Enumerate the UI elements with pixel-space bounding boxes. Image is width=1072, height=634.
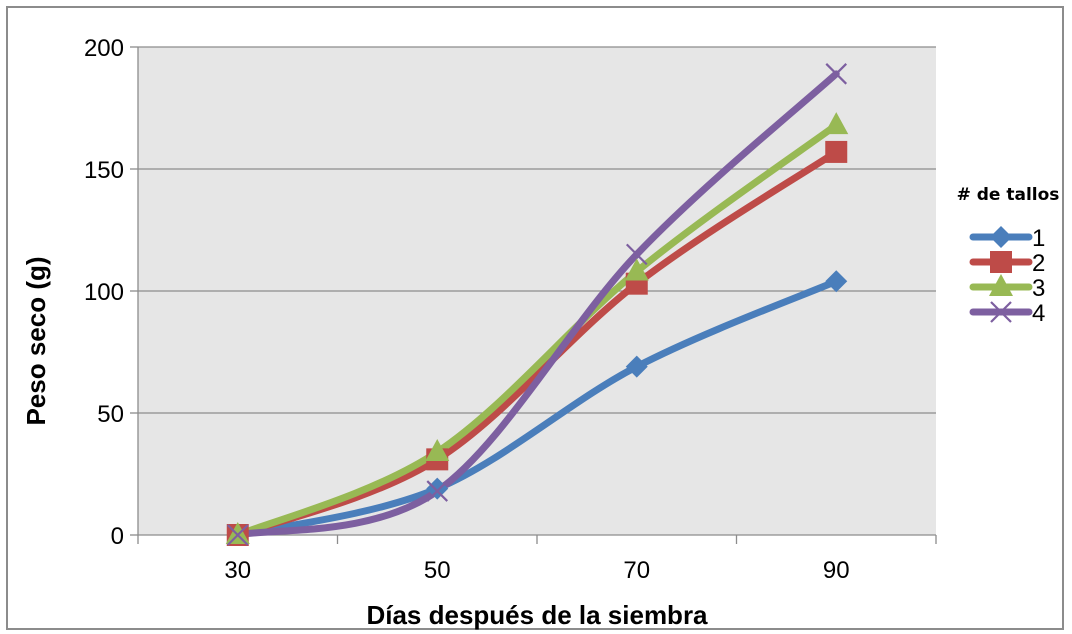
tick-labels: 0 50 100 150 200 30 50 70 90 (84, 35, 850, 584)
x-tick-label: 30 (224, 557, 251, 584)
data-point-series-3 (824, 112, 849, 135)
x-axis-title: Días después de la siembra (366, 600, 708, 630)
data-point-series-4 (625, 243, 648, 266)
legend-label-2: 2 (1032, 250, 1045, 277)
data-point-series-4 (226, 524, 249, 546)
legend-label-3: 3 (1032, 275, 1045, 302)
series-lines (234, 70, 840, 539)
legend-label-4: 4 (1032, 300, 1045, 327)
y-tick-label: 50 (97, 401, 124, 428)
y-tick-label: 100 (84, 279, 124, 306)
x-tick-label: 90 (823, 557, 850, 584)
data-point-series-3 (624, 258, 649, 281)
data-point-series-4 (426, 480, 449, 502)
x-tick-label: 50 (424, 557, 451, 584)
legend-marker-3 (989, 274, 1013, 296)
x-tick-label: 70 (623, 557, 650, 584)
data-point-series-1 (825, 270, 848, 293)
y-axis-title: Peso seco (g) (21, 256, 51, 425)
data-point-series-3 (425, 439, 450, 462)
series-line-1 (234, 277, 840, 539)
legend-label-1: 1 (1032, 225, 1045, 252)
legend-marker-1 (990, 226, 1012, 248)
data-point-series-2 (825, 140, 848, 163)
data-point-series-4 (825, 63, 848, 85)
series-line-4 (234, 70, 840, 539)
legend-marker-2 (990, 251, 1012, 273)
legend-title: # de tallos (957, 185, 1060, 205)
series-markers (225, 63, 849, 546)
y-tick-label: 0 (111, 523, 124, 550)
series-line-3 (234, 121, 840, 539)
legend-marker-4 (990, 301, 1012, 323)
data-point-series-1 (625, 355, 648, 378)
y-tick-label: 200 (84, 35, 124, 62)
data-point-series-1 (426, 477, 449, 500)
data-point-series-3 (225, 522, 250, 544)
y-tick-label: 150 (84, 157, 124, 184)
